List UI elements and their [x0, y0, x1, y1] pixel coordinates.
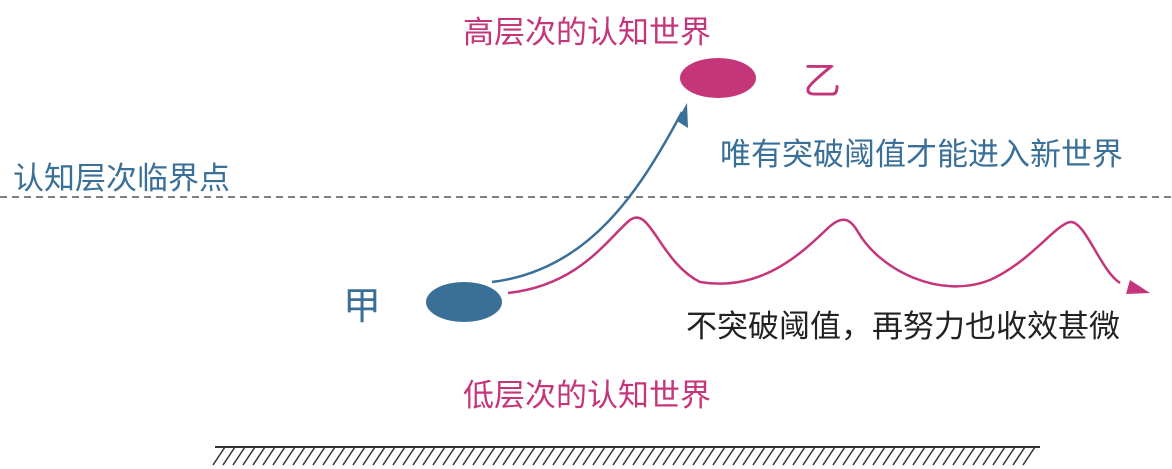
ground-hatch-stroke: [512, 446, 526, 466]
breakthrough-arrow: [491, 111, 684, 284]
breakthrough-arrowhead: [677, 103, 688, 128]
person-b-label: 乙: [803, 59, 842, 103]
threshold-label: 认知层次临界点: [13, 161, 230, 197]
ground-hatch-stroke: [1022, 446, 1036, 466]
ground-hatch-stroke: [552, 446, 566, 466]
ground-hatch-stroke: [712, 446, 726, 466]
ground-hatch-stroke: [272, 446, 286, 466]
ground-hatch-stroke: [922, 446, 936, 466]
ground-hatch-stroke: [302, 446, 316, 466]
ground-hatch-stroke: [592, 446, 606, 466]
ground-hatch-stroke: [702, 446, 716, 466]
ground-hatch-stroke: [342, 446, 356, 466]
ground-hatch-stroke: [962, 446, 976, 466]
ellipse-person-a: [426, 282, 502, 322]
breakthrough-label: 唯有突破阈值才能进入新世界: [720, 137, 1123, 173]
ground-hatch-stroke: [1002, 446, 1016, 466]
ground-hatch-stroke: [322, 446, 336, 466]
ground-hatch-stroke: [612, 446, 626, 466]
ground-hatch-stroke: [622, 446, 636, 466]
ground-hatch-stroke: [532, 446, 546, 466]
ellipse-person-b: [680, 58, 756, 98]
wavy-effort-arrowhead: [1126, 280, 1150, 294]
no-breakthrough-label: 不突破阈值，再努力也收效甚微: [686, 309, 1120, 345]
ground-hatch-stroke: [1012, 446, 1026, 466]
ground-hatch-stroke: [812, 446, 826, 466]
ground-hatch-stroke: [442, 446, 456, 466]
ground-hatch-stroke: [292, 446, 306, 466]
ground-hatch-stroke: [332, 446, 346, 466]
ground-hatch-stroke: [982, 446, 996, 466]
ground-hatch-stroke: [912, 446, 926, 466]
ground-hatch-stroke: [582, 446, 596, 466]
ground-hatch-stroke: [652, 446, 666, 466]
ground-hatch-stroke: [952, 446, 966, 466]
ground-hatch-stroke: [312, 446, 326, 466]
low-world-label: 低层次的认知世界: [463, 378, 711, 414]
ground-hatch-stroke: [832, 446, 846, 466]
ground-hatch-stroke: [492, 446, 506, 466]
ground-hatch-stroke: [672, 446, 686, 466]
ground-hatch-stroke: [602, 446, 616, 466]
ground-hatch-stroke: [572, 446, 586, 466]
ground-hatch-stroke: [842, 446, 856, 466]
ground-hatch-stroke: [722, 446, 736, 466]
ground-hatch-stroke: [562, 446, 576, 466]
ground-hatch-stroke: [802, 446, 816, 466]
ground-hatch-stroke: [352, 446, 366, 466]
ground-hatch-stroke: [902, 446, 916, 466]
ground-hatch-stroke: [662, 446, 676, 466]
ground-hatch-stroke: [632, 446, 646, 466]
ground-hatch-stroke: [362, 446, 376, 466]
ground-hatch-stroke: [762, 446, 776, 466]
ground-hatch-stroke: [402, 446, 416, 466]
ground-hatch-stroke: [972, 446, 986, 466]
person-a-label: 甲: [343, 284, 382, 328]
ground-hatch-stroke: [502, 446, 516, 466]
ground-hatch-stroke: [892, 446, 906, 466]
ground-hatch-stroke: [412, 446, 426, 466]
ground-hatch-stroke: [382, 446, 396, 466]
ground-hatch-stroke: [452, 446, 466, 466]
ground-hatch-stroke: [932, 446, 946, 466]
ground-hatch-stroke: [252, 446, 266, 466]
ground-hatch-stroke: [862, 446, 876, 466]
ground-hatch-stroke: [882, 446, 896, 466]
ground-hatch-stroke: [242, 446, 256, 466]
wavy-effort-path: [507, 216, 1121, 295]
ground-hatching: [212, 446, 1040, 466]
ground-hatch-stroke: [822, 446, 836, 466]
ground-hatch-stroke: [432, 446, 446, 466]
ground-hatch-stroke: [472, 446, 486, 466]
ground-hatch-stroke: [792, 446, 806, 466]
ground-hatch-stroke: [742, 446, 756, 466]
ground-hatch-stroke: [462, 446, 476, 466]
ground-hatch-stroke: [542, 446, 556, 466]
high-world-label: 高层次的认知世界: [463, 15, 711, 51]
ground-hatch-stroke: [942, 446, 956, 466]
ground-hatch-stroke: [212, 446, 226, 466]
ground-hatch-stroke: [372, 446, 386, 466]
ground-hatch-stroke: [262, 446, 276, 466]
ground-hatch-stroke: [872, 446, 886, 466]
ground-hatch-stroke: [732, 446, 746, 466]
ground-hatch-stroke: [232, 446, 246, 466]
ground-hatch-stroke: [392, 446, 406, 466]
ground-hatch-stroke: [992, 446, 1006, 466]
ground-hatch-stroke: [522, 446, 536, 466]
ground-hatch-stroke: [752, 446, 766, 466]
ground-hatch-stroke: [682, 446, 696, 466]
ground-hatch-stroke: [422, 446, 436, 466]
ground-hatch-stroke: [852, 446, 866, 466]
ground-hatch-stroke: [222, 446, 236, 466]
ground-hatch-stroke: [772, 446, 786, 466]
ground-hatch-stroke: [482, 446, 496, 466]
ground-hatch-stroke: [692, 446, 706, 466]
ground-hatch-stroke: [782, 446, 796, 466]
ground-hatch-stroke: [282, 446, 296, 466]
ground-hatch-stroke: [642, 446, 656, 466]
